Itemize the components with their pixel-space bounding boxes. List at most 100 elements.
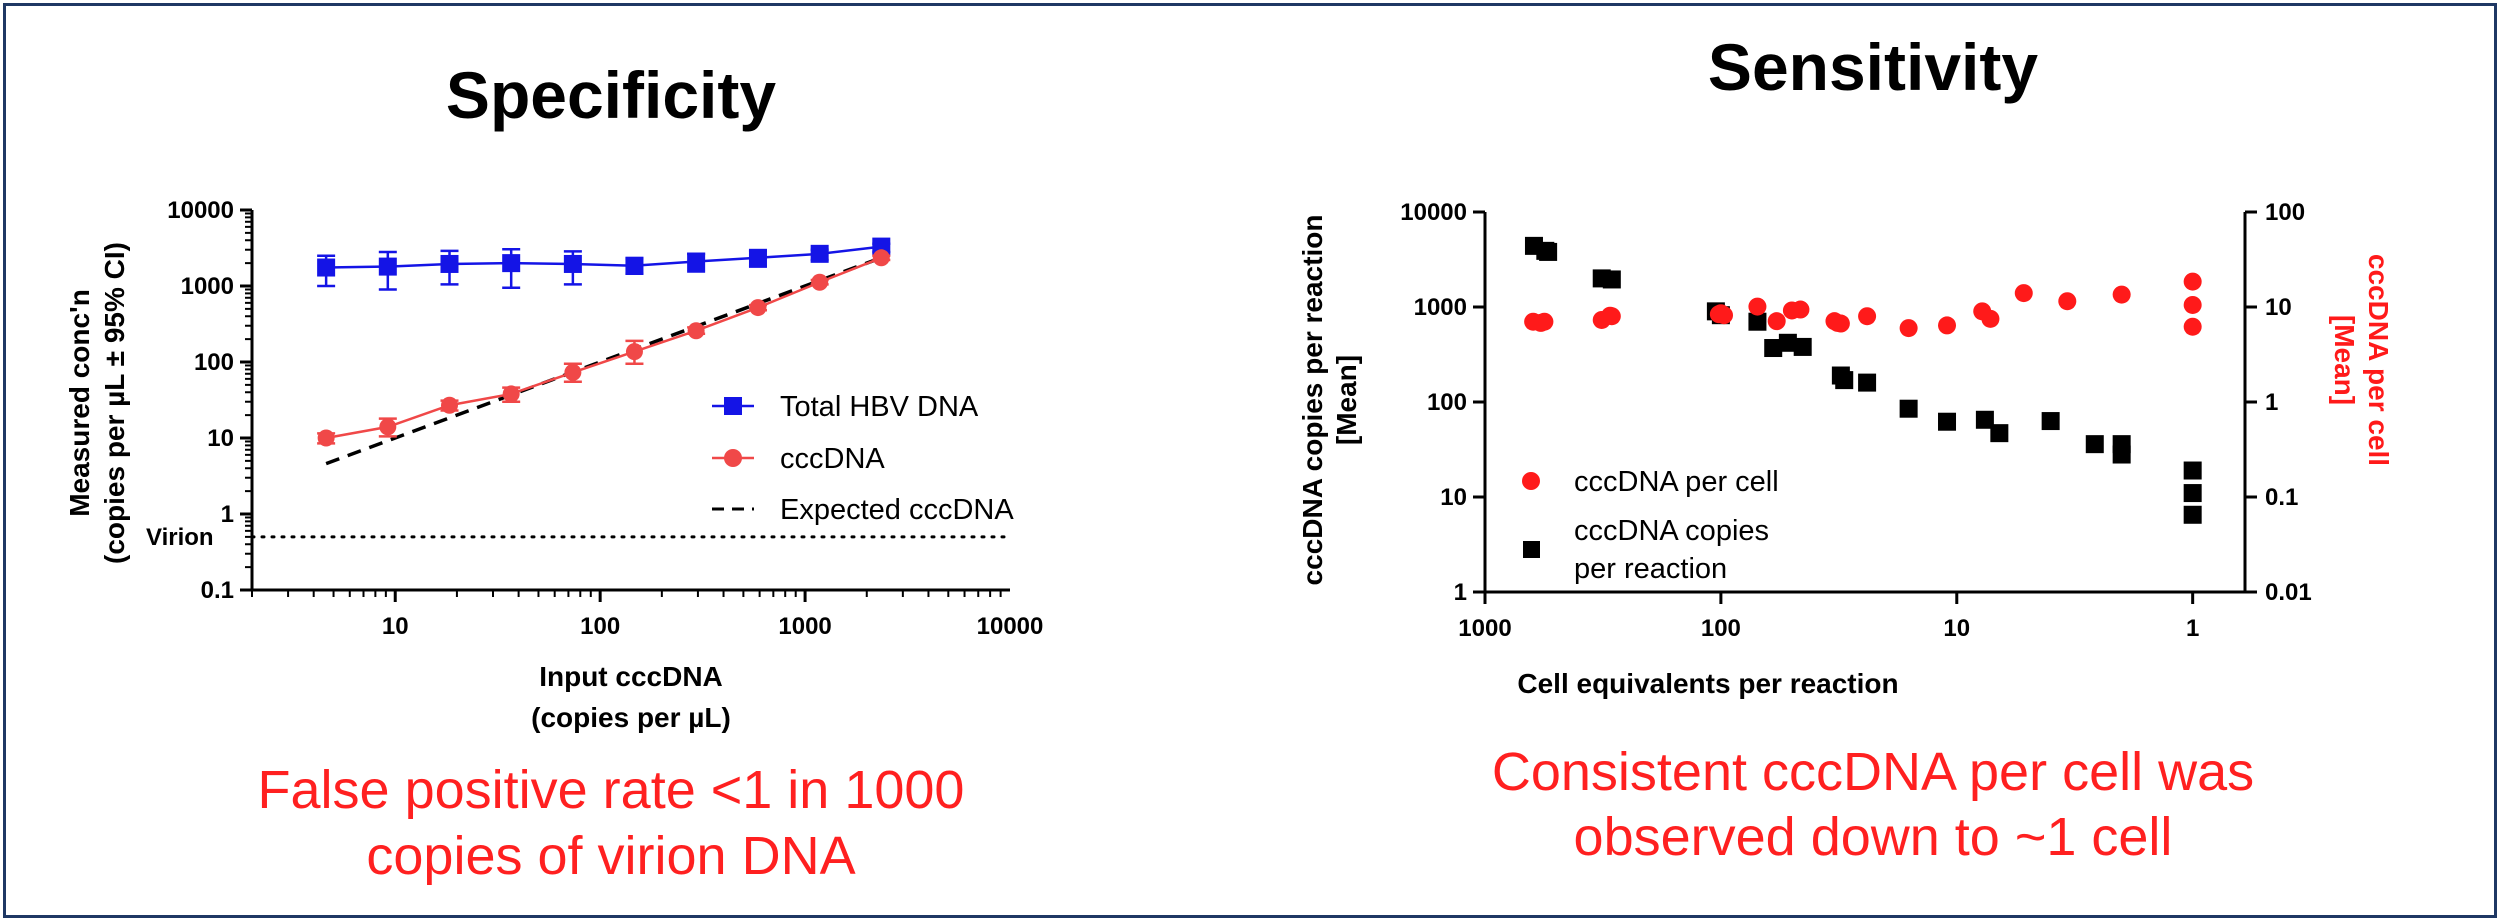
sensitivity-x-tick-label: 10 [1943,615,1970,642]
copies-per-reaction-point [1835,371,1854,390]
left-caption-line2: copies of virion DNA [366,826,855,886]
legend-marker-total-hbv [724,397,742,415]
left-caption-line1: False positive rate <1 in 1000 [258,760,965,820]
specificity-y-tick-label: 10 [207,425,234,452]
copies-per-reaction-point [2183,461,2202,480]
cccdna-per-cell-point [1831,314,1850,333]
specificity-y-tick-label: 100 [194,349,234,376]
specificity-title: Specificity [446,58,776,132]
sensitivity-left-y-tick-label: 10000 [1400,199,1467,226]
legend-label-total-hbv: Total HBV DNA [780,391,979,423]
cccdna-point [441,396,459,414]
legend-entry-total-hbv: Total HBV DNA [712,391,979,423]
sensitivity-ylabel-right-line1: cccDNA per cell [2363,254,2394,466]
copies-per-reaction-point [2085,435,2104,454]
copies-per-reaction-point [1793,337,1812,356]
legend-marker-per-reaction [1523,541,1540,558]
total-hbv-point [687,252,706,271]
slide-frame [3,3,2497,918]
legend-label-cccdna: cccDNA [780,443,885,475]
cccdna-per-cell-point [2014,284,2033,303]
specificity-y-tick-label: 1000 [181,273,234,300]
cccdna-per-cell-point [1981,309,2000,328]
specificity-plot-area [250,237,1007,539]
cccdna-per-cell-point [2183,295,2202,314]
total-hbv-point [378,257,397,276]
cccdna-per-cell-point [1791,300,1810,319]
cccdna-point [749,299,767,317]
specificity-x-tick-label: 1000 [778,613,831,640]
cccdna-point [502,385,520,403]
copies-per-reaction-point [2183,484,2202,503]
copies-per-reaction-point [1539,242,1558,261]
cccdna-per-cell-point [2112,285,2131,304]
cccdna-point [872,249,890,267]
specificity-axes: 0.1 1 10 100 1000 10000 10 100 1000 10000 [167,197,1043,640]
right-caption-line1: Consistent cccDNA per cell was [1492,742,2254,802]
cccdna-point [625,343,643,361]
cccdna-per-cell-point [2183,317,2202,336]
copies-per-reaction-point [2112,445,2131,464]
sensitivity-xlabel: Cell equivalents per reaction [1517,668,1898,699]
copies-per-reaction-point [1990,424,2009,443]
legend-entry-expected: Expected cccDNA [712,494,1014,526]
sensitivity-plot-area [1524,236,2202,524]
sensitivity-x-tick-label: 100 [1701,615,1741,642]
cccdna-per-cell-point [1715,306,1734,325]
sensitivity-title: Sensitivity [1708,30,2038,104]
legend-label-expected: Expected cccDNA [780,494,1014,526]
specificity-x-tick-label: 100 [580,613,620,640]
sensitivity-ylabel-left-line2: [Mean] [1331,355,1362,445]
legend-entry-per-reaction: cccDNA copies per reaction [1523,515,1769,585]
copies-per-reaction-point [1748,312,1767,331]
sensitivity-right-y-tick-label: 100 [2265,199,2305,226]
cccdna-per-cell-point [2183,272,2202,291]
total-hbv-point [317,258,336,277]
cccdna-per-cell-point [1602,307,1621,326]
specificity-y-tick-label: 1 [221,501,234,528]
specificity-ylabel-line1: Measured conc'n [64,289,95,517]
cccdna-point [811,273,829,291]
specificity-x-tick-label: 10000 [977,613,1044,640]
captions: False positive rate <1 in 1000 copies of… [258,742,2255,886]
sensitivity-right-y-tick-label: 1 [2265,389,2278,416]
sensitivity-axes: 1 10 100 1000 10000 0.01 0.1 1 10 100 1000 100 10 1 [1400,199,2311,642]
total-hbv-point [625,256,644,275]
cccdna-per-cell-point [1938,316,1957,335]
cccdna-per-cell-point [2058,292,2077,311]
legend-marker-cccdna [724,449,742,467]
copies-per-reaction-point [2183,505,2202,524]
legend-label-per-reaction-line2: per reaction [1574,553,1727,585]
cccdna-per-cell-point [1858,307,1877,326]
cccdna-per-cell-point [1535,312,1554,331]
specificity-ylabel-line2: (copies per µL ± 95% CI) [99,242,130,564]
sensitivity-right-y-tick-label: 0.1 [2265,484,2298,511]
total-hbv-point [810,244,829,263]
right-caption-line2: observed down to ~1 cell [1574,807,2173,867]
copies-per-reaction-point [1764,339,1783,358]
sensitivity-right-y-tick-label: 10 [2265,294,2292,321]
total-hbv-point [502,254,521,273]
specificity-y-tick-label: 0.1 [201,577,234,604]
copies-per-reaction-point [1858,373,1877,392]
cccdna-per-cell-point [1748,297,1767,316]
sensitivity-ylabel-left-line1: cccDNA copies per reaction [1297,215,1328,586]
legend-entry-per-cell: cccDNA per cell [1522,466,1779,498]
specificity-chart: Specificity 0.1 1 10 100 1000 10000 10 100 1000 1… [64,58,1043,733]
sensitivity-left-y-tick-label: 10 [1440,484,1467,511]
sensitivity-right-y-tick-label: 0.01 [2265,579,2312,606]
specificity-xlabel-line2: (copies per µL) [531,702,731,733]
sensitivity-x-tick-label: 1 [2186,615,2199,642]
cccdna-point [379,418,397,436]
legend-label-per-cell: cccDNA per cell [1574,466,1779,498]
sensitivity-left-y-tick-label: 100 [1427,389,1467,416]
cccdna-series-line [325,256,882,440]
total-hbv-series-line [326,245,882,269]
cccdna-point [687,322,705,340]
expected-cccdna-line [325,256,882,466]
sensitivity-chart: Sensitivity 1 10 100 1000 10000 0.01 0.1 1 10 100… [1297,30,2394,699]
cccdna-point [564,363,582,381]
copies-per-reaction-point [1602,270,1621,289]
total-hbv-point [563,254,582,273]
sensitivity-x-tick-label: 1000 [1458,615,1511,642]
